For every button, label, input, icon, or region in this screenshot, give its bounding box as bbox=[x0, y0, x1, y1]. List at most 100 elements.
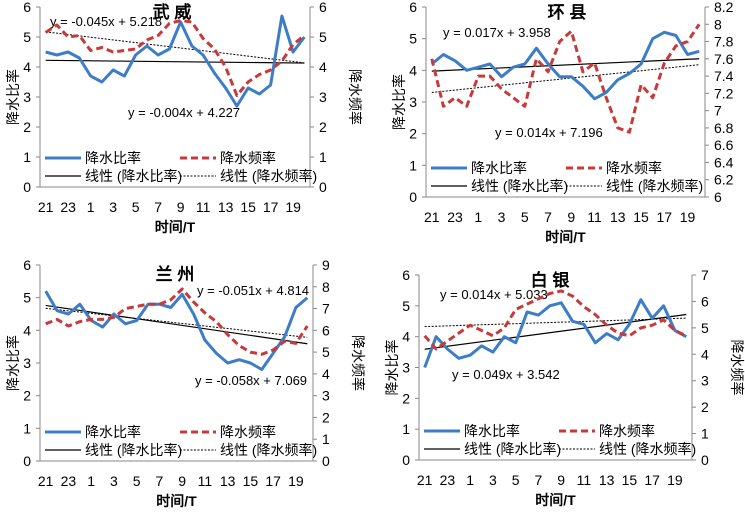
y2-tick-label: 6 bbox=[714, 189, 722, 205]
trendline-equation: y = -0.045x + 5.218 bbox=[50, 14, 162, 29]
trendline-equation: y = -0.058x + 7.069 bbox=[195, 373, 307, 388]
y-tick-label: 3 bbox=[23, 355, 31, 371]
trendline-equation: y = -0.051x + 4.814 bbox=[197, 283, 309, 298]
chart-title: 兰 州 bbox=[156, 264, 195, 284]
x-tick-label: 11 bbox=[196, 199, 211, 215]
x-tick-label: 17 bbox=[644, 472, 660, 488]
x-tick-label: 13 bbox=[220, 473, 236, 489]
x-tick-label: 3 bbox=[110, 473, 118, 489]
x-tick-label: 15 bbox=[240, 199, 256, 215]
x-tick-label: 19 bbox=[667, 472, 683, 488]
x-tick-label: 11 bbox=[577, 472, 592, 488]
x-tick-label: 21 bbox=[417, 472, 433, 488]
y2-tick-label: 2 bbox=[322, 409, 330, 425]
frequency-series-line bbox=[45, 287, 309, 356]
x-tick-label: 5 bbox=[133, 473, 141, 489]
trendline-frequency bbox=[424, 317, 687, 328]
x-tick-label: 7 bbox=[544, 209, 552, 225]
y2-tick-label: 8 bbox=[322, 279, 330, 295]
y-tick-label: 1 bbox=[409, 157, 417, 173]
y-tick-label: 0 bbox=[23, 179, 31, 195]
y-axis-title: 降水比率 bbox=[391, 74, 407, 130]
x-tick-label: 21 bbox=[424, 209, 440, 225]
y2-tick-label: 0 bbox=[319, 179, 327, 195]
x-axis-title: 时间/T bbox=[155, 219, 196, 235]
x-tick-label: 13 bbox=[218, 199, 234, 215]
x-axis-title: 时间/T bbox=[545, 229, 586, 245]
legend-label-frequency: 降水频率 bbox=[599, 423, 655, 439]
x-tick-label: 17 bbox=[657, 209, 673, 225]
legend-label-ratio: 降水比率 bbox=[85, 424, 141, 440]
y2-tick-label: 6 bbox=[319, 0, 327, 15]
trendline-equation: y = 0.049x + 3.542 bbox=[452, 367, 560, 382]
x-axis-title: 时间/T bbox=[156, 493, 197, 509]
y-tick-label: 5 bbox=[409, 31, 417, 47]
y-tick-label: 6 bbox=[409, 0, 417, 15]
legend-label-trend-frequency: 线性 (降水频率) bbox=[599, 441, 696, 457]
y2-axis-title: 降水频率 bbox=[729, 340, 745, 396]
y2-axis-title: 降水频率 bbox=[347, 69, 363, 125]
y2-tick-label: 7.4 bbox=[714, 68, 734, 84]
y-tick-label: 5 bbox=[23, 29, 31, 45]
y2-tick-label: 9 bbox=[322, 258, 330, 273]
y2-tick-label: 5 bbox=[701, 320, 709, 336]
y2-tick-label: 2 bbox=[319, 119, 327, 135]
x-tick-label: 23 bbox=[440, 472, 456, 488]
trendline-ratio bbox=[424, 313, 687, 350]
chart-title: 环 县 bbox=[548, 3, 587, 22]
y2-tick-label: 5 bbox=[322, 344, 330, 360]
y-tick-label: 6 bbox=[23, 0, 31, 15]
trendline-equation: y = -0.004x + 4.227 bbox=[128, 105, 240, 120]
y2-tick-label: 7.8 bbox=[714, 34, 734, 50]
chart-title: 白 银 bbox=[531, 270, 571, 290]
legend-label-ratio: 降水比率 bbox=[471, 160, 527, 176]
y2-tick-label: 4 bbox=[319, 59, 327, 75]
y2-tick-label: 3 bbox=[322, 388, 330, 404]
y2-tick-label: 0 bbox=[322, 453, 330, 469]
y2-tick-label: 1 bbox=[322, 431, 330, 447]
y2-tick-label: 3 bbox=[701, 373, 709, 389]
x-tick-label: 19 bbox=[680, 209, 696, 225]
y-tick-label: 3 bbox=[402, 360, 410, 376]
y2-tick-label: 7 bbox=[701, 267, 709, 283]
y2-tick-label: 6 bbox=[322, 322, 330, 338]
x-tick-label: 13 bbox=[599, 472, 615, 488]
legend-label-frequency: 降水频率 bbox=[220, 424, 276, 440]
x-tick-label: 1 bbox=[87, 473, 95, 489]
y-tick-label: 2 bbox=[23, 388, 31, 404]
legend-label-trend-frequency: 线性 (降水频率) bbox=[220, 168, 317, 184]
x-axis-title: 时间/T bbox=[535, 492, 576, 508]
y-tick-label: 4 bbox=[409, 62, 417, 78]
trendline-equation: y = 0.017x + 3.958 bbox=[443, 25, 551, 40]
y2-tick-label: 6.2 bbox=[714, 172, 734, 188]
x-tick-label: 21 bbox=[38, 199, 54, 215]
y-tick-label: 2 bbox=[409, 126, 417, 142]
x-tick-label: 19 bbox=[288, 473, 304, 489]
y2-tick-label: 1 bbox=[701, 426, 709, 442]
y-axis-title: 降水比率 bbox=[5, 335, 21, 391]
y-tick-label: 6 bbox=[23, 258, 31, 273]
legend-label-trend-ratio: 线性 (降水比率) bbox=[471, 178, 568, 194]
y2-tick-label: 6.4 bbox=[714, 154, 734, 170]
legend-label-trend-ratio: 线性 (降水比率) bbox=[85, 442, 182, 458]
trendline-ratio bbox=[45, 59, 305, 64]
x-tick-label: 7 bbox=[535, 472, 543, 488]
y-tick-label: 2 bbox=[402, 390, 410, 406]
chart-title: 武 威 bbox=[153, 2, 192, 22]
y-tick-label: 5 bbox=[23, 290, 31, 306]
legend-label-trend-frequency: 线性 (降水频率) bbox=[606, 178, 703, 194]
x-tick-label: 11 bbox=[587, 209, 602, 225]
ratio-series-line bbox=[44, 290, 309, 371]
y2-tick-label: 1 bbox=[319, 149, 327, 165]
legend-label-ratio: 降水比率 bbox=[85, 150, 141, 166]
x-tick-label: 9 bbox=[177, 199, 185, 215]
y2-axis-title: 降水频率 bbox=[350, 335, 366, 391]
legend-label-trend-ratio: 线性 (降水比率) bbox=[464, 441, 561, 457]
x-tick-label: 5 bbox=[512, 472, 520, 488]
x-tick-label: 7 bbox=[154, 199, 162, 215]
y-tick-label: 0 bbox=[23, 453, 31, 469]
